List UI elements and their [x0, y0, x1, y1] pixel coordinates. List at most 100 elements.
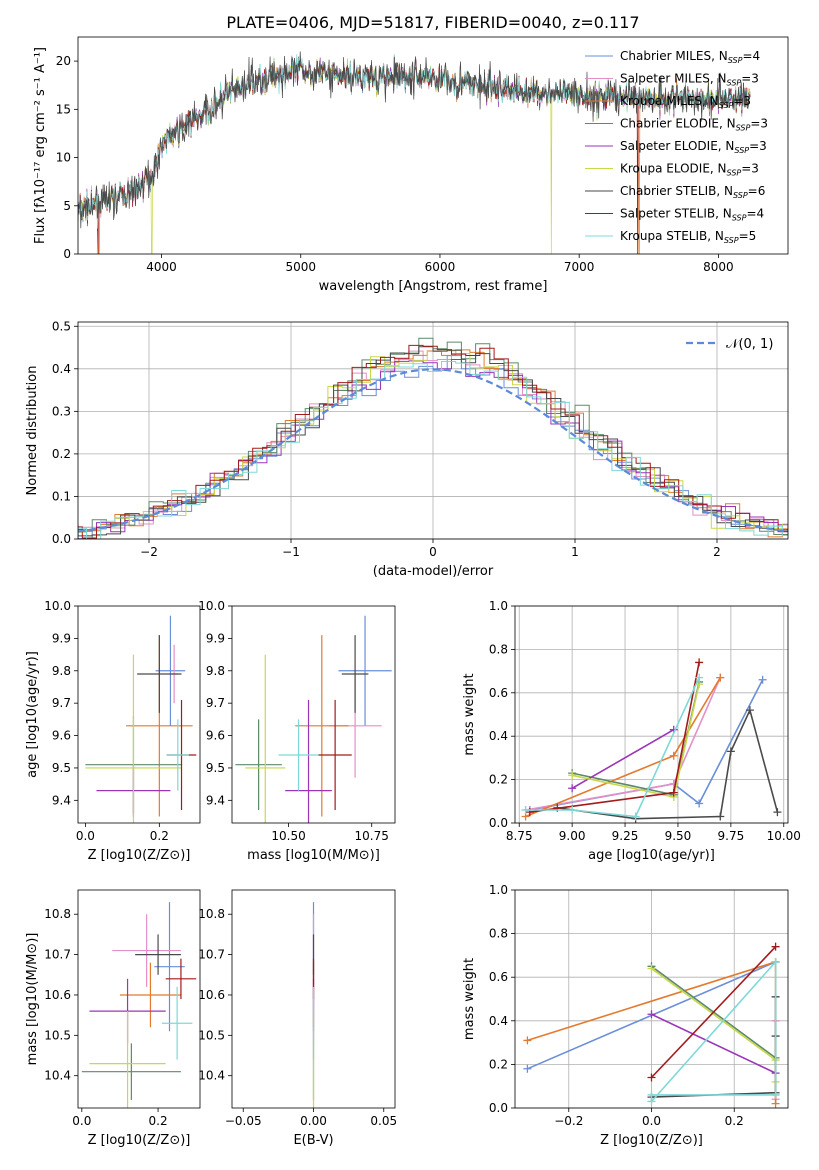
- y-tick-label: 10.5: [44, 1028, 71, 1042]
- x-tick-label: 8000: [703, 260, 734, 274]
- y-tick-label: 0.4: [489, 729, 508, 743]
- y-tick-label: 0.8: [489, 927, 508, 941]
- y-tick-label: 9.8: [52, 664, 71, 678]
- y-tick-label: 0.4: [52, 362, 71, 376]
- mass_vs_ebv-axes: −0.05 0.00 0.05 10.4 10.5 10.6 10.7 10.8 E(B-V): [198, 907, 397, 1148]
- gaussian-legend-label: 𝒩(0, 1): [726, 337, 773, 352]
- x-tick-label: 0.0: [76, 829, 95, 843]
- y-tick-label: 9.5: [52, 761, 71, 775]
- x-axis-label: age [log10(age/yr)]: [588, 848, 715, 863]
- x-tick-label: 4000: [146, 260, 177, 274]
- x-axis-label: wavelength [Angstrom, rest frame]: [319, 279, 548, 294]
- weight_vs_age-marker: [758, 675, 767, 684]
- y-tick-label: 9.9: [52, 631, 71, 645]
- weight_vs_age-marker: [631, 812, 640, 821]
- age_vs_mass-axes: 10.50 10.75 9.4 9.5 9.6 9.7 9.8 9.9 10.0 mass [lo…: [198, 599, 389, 863]
- weight_vs_Z-series-4: [651, 1013, 776, 1074]
- histogram-series-8: [78, 361, 788, 539]
- y-tick-label: 0.0: [52, 532, 71, 546]
- x-tick-label: 10.75: [355, 829, 389, 843]
- y-axis-label: mass weight: [462, 958, 477, 1040]
- y-tick-label: 10.8: [44, 907, 71, 921]
- y-axis-label: age [log10(age/yr)]: [25, 651, 40, 778]
- weight_vs_age-marker: [521, 805, 530, 814]
- age_vs_mass-plot-area: [235, 615, 392, 823]
- y-tick-label: 0.2: [489, 1057, 508, 1071]
- x-tick-label: 8.75: [506, 829, 533, 843]
- legend-entry-1: Salpeter MILES, NSSP=3: [620, 72, 759, 88]
- weight_vs_Z-marker: [647, 964, 656, 973]
- weight_vs_age-marker: [716, 812, 725, 821]
- x-axis-label: E(B-V): [293, 1133, 333, 1148]
- weight_vs_age-series-5: [571, 683, 700, 798]
- x-axis-label: Z [log10(Z/Z⊙)]: [88, 1133, 191, 1148]
- weight_vs_age-marker: [568, 771, 577, 780]
- x-axis-label: Z [log10(Z/Z⊙)]: [88, 848, 191, 863]
- weight_vs_Z-marker: [523, 1036, 532, 1045]
- x-tick-label: 0.00: [300, 1114, 327, 1128]
- x-tick-label: −2: [140, 545, 158, 559]
- x-tick-label: −0.2: [554, 1114, 583, 1128]
- gaussian-curve: [78, 368, 788, 533]
- legend-entry-7: Salpeter STELIB, NSSP=4: [620, 207, 764, 223]
- y-tick-label: 0.6: [489, 970, 508, 984]
- y-tick-label: 10.8: [198, 907, 225, 921]
- y-tick-label: 0.8: [489, 642, 508, 656]
- weight_vs_Z-frame: [514, 889, 789, 1109]
- x-tick-label: 10.00: [767, 829, 801, 843]
- y-tick-label: 9.4: [206, 793, 225, 807]
- weight_vs_age-series-1: [525, 677, 722, 811]
- legend-entry-2: Kroupa MILES, NSSP=3: [620, 94, 751, 110]
- y-tick-label: 10.4: [44, 1069, 71, 1083]
- age_vs_Z-plot-area: [85, 615, 197, 823]
- y-tick-label: 0.0: [489, 816, 508, 830]
- y-tick-label: 10.4: [198, 1069, 225, 1083]
- y-tick-label: 9.7: [206, 696, 225, 710]
- y-tick-label: 15: [56, 102, 71, 116]
- y-tick-label: 9.9: [206, 631, 225, 645]
- y-tick-label: 0.1: [52, 489, 71, 503]
- weight_vs_Z-marker: [647, 1090, 656, 1099]
- weight_vs_age-series-2: [525, 677, 721, 818]
- weight_vs_age-marker: [745, 706, 754, 715]
- weight_vs_Z-marker: [647, 1073, 656, 1082]
- x-tick-label: 9.75: [718, 829, 745, 843]
- y-tick-label: 10.0: [198, 599, 225, 613]
- weight_vs_age-axes: 8.75 9.00 9.25 9.50 9.75 10.00 0.0 0.2 0.4 0.6 0.8…: [462, 599, 801, 863]
- weight_vs_age-marker: [695, 799, 704, 808]
- x-tick-label: 0.2: [150, 829, 169, 843]
- x-tick-label: 0.2: [725, 1114, 744, 1128]
- x-tick-label: 0.0: [642, 1114, 661, 1128]
- y-axis-label: Normed distribution: [25, 366, 40, 496]
- y-tick-label: 20: [56, 54, 71, 68]
- x-tick-label: 6000: [425, 260, 456, 274]
- y-tick-label: 10.0: [44, 599, 71, 613]
- weight_vs_Z-series-7: [650, 946, 777, 1079]
- x-tick-label: 9.00: [559, 829, 586, 843]
- y-tick-label: 10.6: [198, 988, 225, 1002]
- spectrum-series-6: [78, 51, 751, 229]
- spectrum-plot-area: [78, 51, 751, 254]
- weight_vs_Z-series-8: [650, 959, 777, 1103]
- spectrum-axes: 4000 5000 6000 7000 8000 0 5 10 15 20 wavelength […: [33, 47, 734, 294]
- x-axis-label: Z [log10(Z/Z⊙)]: [600, 1133, 703, 1148]
- weight_vs_age-marker: [695, 658, 704, 667]
- weight_vs_age-marker: [716, 673, 725, 682]
- y-tick-label: 9.4: [52, 793, 71, 807]
- legend-entry-6: Chabrier STELIB, NSSP=6: [620, 184, 765, 200]
- x-tick-label: 2: [713, 545, 721, 559]
- mass_vs_ebv-frame: [231, 889, 396, 1109]
- y-axis-label: mass weight: [462, 673, 477, 755]
- x-tick-label: 0.05: [370, 1114, 397, 1128]
- weight_vs_age-series-8: [525, 677, 700, 818]
- y-tick-label: 0.0: [489, 1101, 508, 1115]
- weight_vs_age-marker: [568, 784, 577, 793]
- x-tick-label: 5000: [285, 260, 316, 274]
- legend-entry-4: Salpeter ELODIE, NSSP=3: [620, 139, 767, 155]
- weight_vs_age-series-6: [557, 707, 779, 820]
- age_vs_Z-axes: 0.0 0.2 9.4 9.5 9.6 9.7 9.8 9.9 10.0 Z [log10(Z/Z…: [25, 599, 190, 863]
- weight_vs_age-marker: [669, 788, 678, 797]
- y-tick-label: 0.2: [52, 447, 71, 461]
